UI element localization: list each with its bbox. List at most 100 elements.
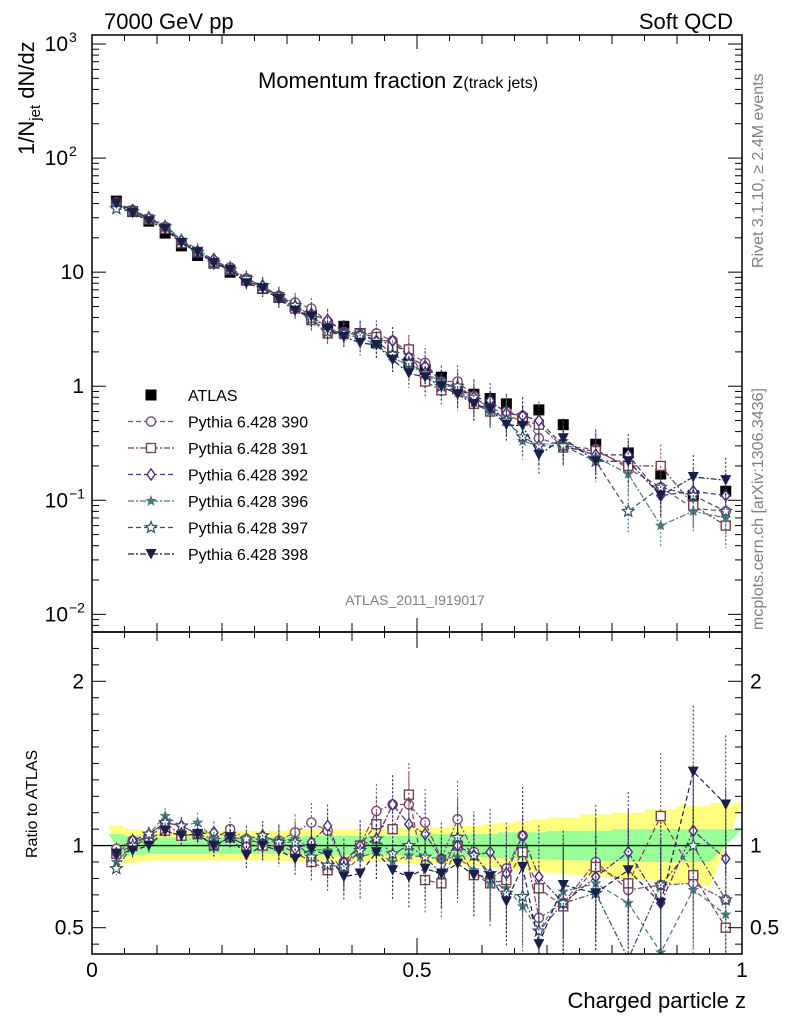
- data-point: [622, 456, 634, 467]
- ratio-data-point: [387, 797, 398, 812]
- ratio-data-point: [468, 864, 480, 876]
- x-tick-label: 0.5: [402, 959, 431, 982]
- y-label-part-1: 1/N: [14, 121, 39, 155]
- legend-label: Pythia 6.428 397: [188, 521, 308, 538]
- y-label-subscript: jet: [27, 104, 44, 122]
- ratio-data-point: [175, 830, 187, 842]
- legend-marker: [146, 467, 156, 482]
- ratio-data-point: [590, 877, 602, 889]
- ratio-data-point: [141, 826, 157, 841]
- legend-marker: [145, 549, 157, 560]
- legend-label: Pythia 6.428 396: [188, 494, 308, 511]
- ratio-data-point: [450, 829, 465, 844]
- legend-entry-1: Pythia 6.428 390: [128, 415, 308, 432]
- legend-entry-6: Pythia 6.428 398: [128, 547, 308, 564]
- ratio-data-point: [622, 865, 634, 876]
- data-point: [720, 475, 732, 486]
- data-point: [159, 223, 171, 235]
- ratio-data-point: [321, 844, 334, 856]
- legend-marker: [143, 519, 159, 534]
- data-point: [557, 433, 569, 444]
- mcplots-label: mcplots.cern.ch [arXiv:1306.3436]: [750, 388, 767, 630]
- series-line-6: [116, 202, 726, 497]
- data-point: [655, 519, 667, 531]
- legend-label: Pythia 6.428 392: [188, 468, 308, 485]
- main-plot-content: [109, 195, 734, 549]
- data-point: [655, 490, 667, 502]
- ratio-data-point: [224, 832, 236, 843]
- ratio-data-point: [191, 816, 204, 828]
- ratio-y-tick-label-right: 2: [750, 670, 762, 693]
- ratio-data-point: [273, 845, 285, 856]
- data-point: [387, 354, 399, 366]
- ratio-data-point: [271, 834, 287, 849]
- ratio-data-point: [468, 870, 480, 881]
- legend-entry-0: ATLAS: [145, 388, 238, 405]
- main-y-axis-label: 1/Njet dN/dz: [14, 41, 44, 155]
- header-left: 7000 GeV pp: [104, 9, 234, 34]
- ratio-y-tick-label: 2: [72, 670, 84, 693]
- data-point: [110, 198, 122, 209]
- ratio-series-line-2: [116, 803, 727, 905]
- legend-label: Pythia 6.428 391: [188, 441, 308, 458]
- rivet-version-label: Rivet 3.1.10, ≥ 2.4M events: [750, 73, 767, 268]
- ratio-data-point: [159, 825, 171, 837]
- ratio-data-point: [401, 837, 417, 852]
- data-point: [533, 449, 545, 461]
- legend-marker: [145, 442, 157, 454]
- ratio-data-point: [338, 871, 350, 883]
- y-tick-label: 103: [45, 29, 77, 56]
- data-point: [685, 487, 701, 502]
- data-point: [403, 368, 415, 379]
- ratio-data-point: [239, 831, 254, 846]
- ratio-data-point: [555, 895, 571, 910]
- data-point: [305, 311, 317, 322]
- ratio-series-line-4: [115, 821, 727, 954]
- y-tick-label: 10−1: [45, 485, 86, 512]
- data-point: [435, 381, 447, 392]
- data-point: [484, 404, 496, 415]
- ratio-data-point: [174, 818, 189, 833]
- ratio-series-5: [110, 705, 732, 954]
- y-tick-label: 10: [61, 261, 84, 284]
- title-main-part: Momentum fraction z: [258, 68, 463, 93]
- data-point: [127, 208, 139, 219]
- data-point: [208, 258, 220, 269]
- legend: ATLAS Pythia 6.428 390 Pythia 6.428 391 Pyt…: [128, 388, 308, 564]
- ratio-data-point: [452, 858, 464, 870]
- data-point: [517, 420, 529, 432]
- ratio-data-point: [109, 860, 124, 875]
- ratio-data-point: [685, 837, 701, 852]
- ratio-data-point: [419, 863, 431, 875]
- legend-label: Pythia 6.428 398: [188, 547, 308, 564]
- ratio-data-point: [403, 871, 415, 883]
- ratio-data-point: [305, 843, 317, 855]
- data-point: [557, 419, 569, 431]
- ratio-axes: 0.5 0.51 12 20 0.5 1: [55, 632, 779, 982]
- ratio-data-point: [655, 898, 667, 909]
- main-axes: 10−2 10−1 1 10 102 103: [45, 29, 743, 633]
- main-chart-title: Momentum fraction z(track jets): [258, 68, 538, 93]
- legend-entry-3: Pythia 6.428 392: [128, 468, 308, 485]
- series-6: [110, 198, 732, 517]
- y-tick-exponent: 3: [69, 29, 77, 45]
- data-point: [240, 278, 252, 289]
- ratio-data-point: [157, 814, 173, 829]
- ratio-panel: 0.5 0.51 12 20 0.5 1 Ratio to ATLAS Charged p…: [24, 631, 779, 1013]
- ratio-data-point: [534, 870, 544, 884]
- main-panel: 10−2 10−1 1 10 102 103 Momentum fraction z(tr…: [14, 29, 743, 633]
- legend-entry-5: Pythia 6.428 397: [128, 519, 308, 538]
- ratio-data-point: [590, 888, 602, 899]
- data-point: [500, 419, 512, 431]
- data-point: [450, 378, 465, 393]
- ratio-data-point: [500, 896, 512, 907]
- data-point: [687, 471, 699, 483]
- data-point: [354, 337, 366, 349]
- header-right: Soft QCD: [639, 9, 733, 34]
- data-point: [322, 323, 334, 335]
- ratio-plot-content: [92, 705, 743, 954]
- legend-marker: [145, 416, 157, 427]
- data-point: [257, 283, 269, 294]
- legend-marker: [145, 389, 157, 401]
- ratio-y-tick-label-right: 0.5: [750, 917, 779, 940]
